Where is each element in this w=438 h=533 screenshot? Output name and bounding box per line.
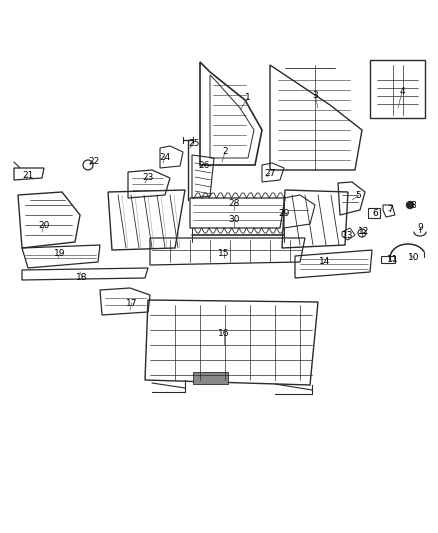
Text: 3: 3: [312, 91, 318, 100]
Text: 6: 6: [372, 209, 378, 219]
Text: 22: 22: [88, 157, 99, 166]
Text: 20: 20: [38, 221, 49, 230]
Text: 18: 18: [76, 272, 88, 281]
Text: 28: 28: [228, 198, 240, 207]
Text: 4: 4: [399, 87, 405, 96]
Text: 26: 26: [198, 160, 210, 169]
Text: 16: 16: [218, 329, 230, 338]
Text: 5: 5: [355, 191, 361, 200]
Circle shape: [406, 201, 413, 208]
Text: 15: 15: [218, 248, 230, 257]
Text: 24: 24: [159, 152, 171, 161]
Text: 11: 11: [387, 255, 399, 264]
Text: 27: 27: [264, 168, 276, 177]
Text: 17: 17: [126, 298, 138, 308]
Text: 25: 25: [188, 139, 200, 148]
Text: 9: 9: [417, 223, 423, 232]
Text: 7: 7: [387, 206, 393, 214]
Text: 23: 23: [142, 174, 154, 182]
Text: 12: 12: [358, 228, 370, 237]
Text: 21: 21: [22, 172, 34, 181]
Text: 10: 10: [408, 254, 420, 262]
Text: 1: 1: [245, 93, 251, 102]
Text: 2: 2: [222, 148, 228, 157]
Text: 30: 30: [228, 215, 240, 224]
Text: 14: 14: [319, 257, 331, 266]
Text: 13: 13: [342, 231, 354, 240]
Bar: [193, 372, 228, 384]
Text: 8: 8: [410, 200, 416, 209]
Text: 29: 29: [278, 208, 290, 217]
Text: 19: 19: [54, 249, 66, 259]
